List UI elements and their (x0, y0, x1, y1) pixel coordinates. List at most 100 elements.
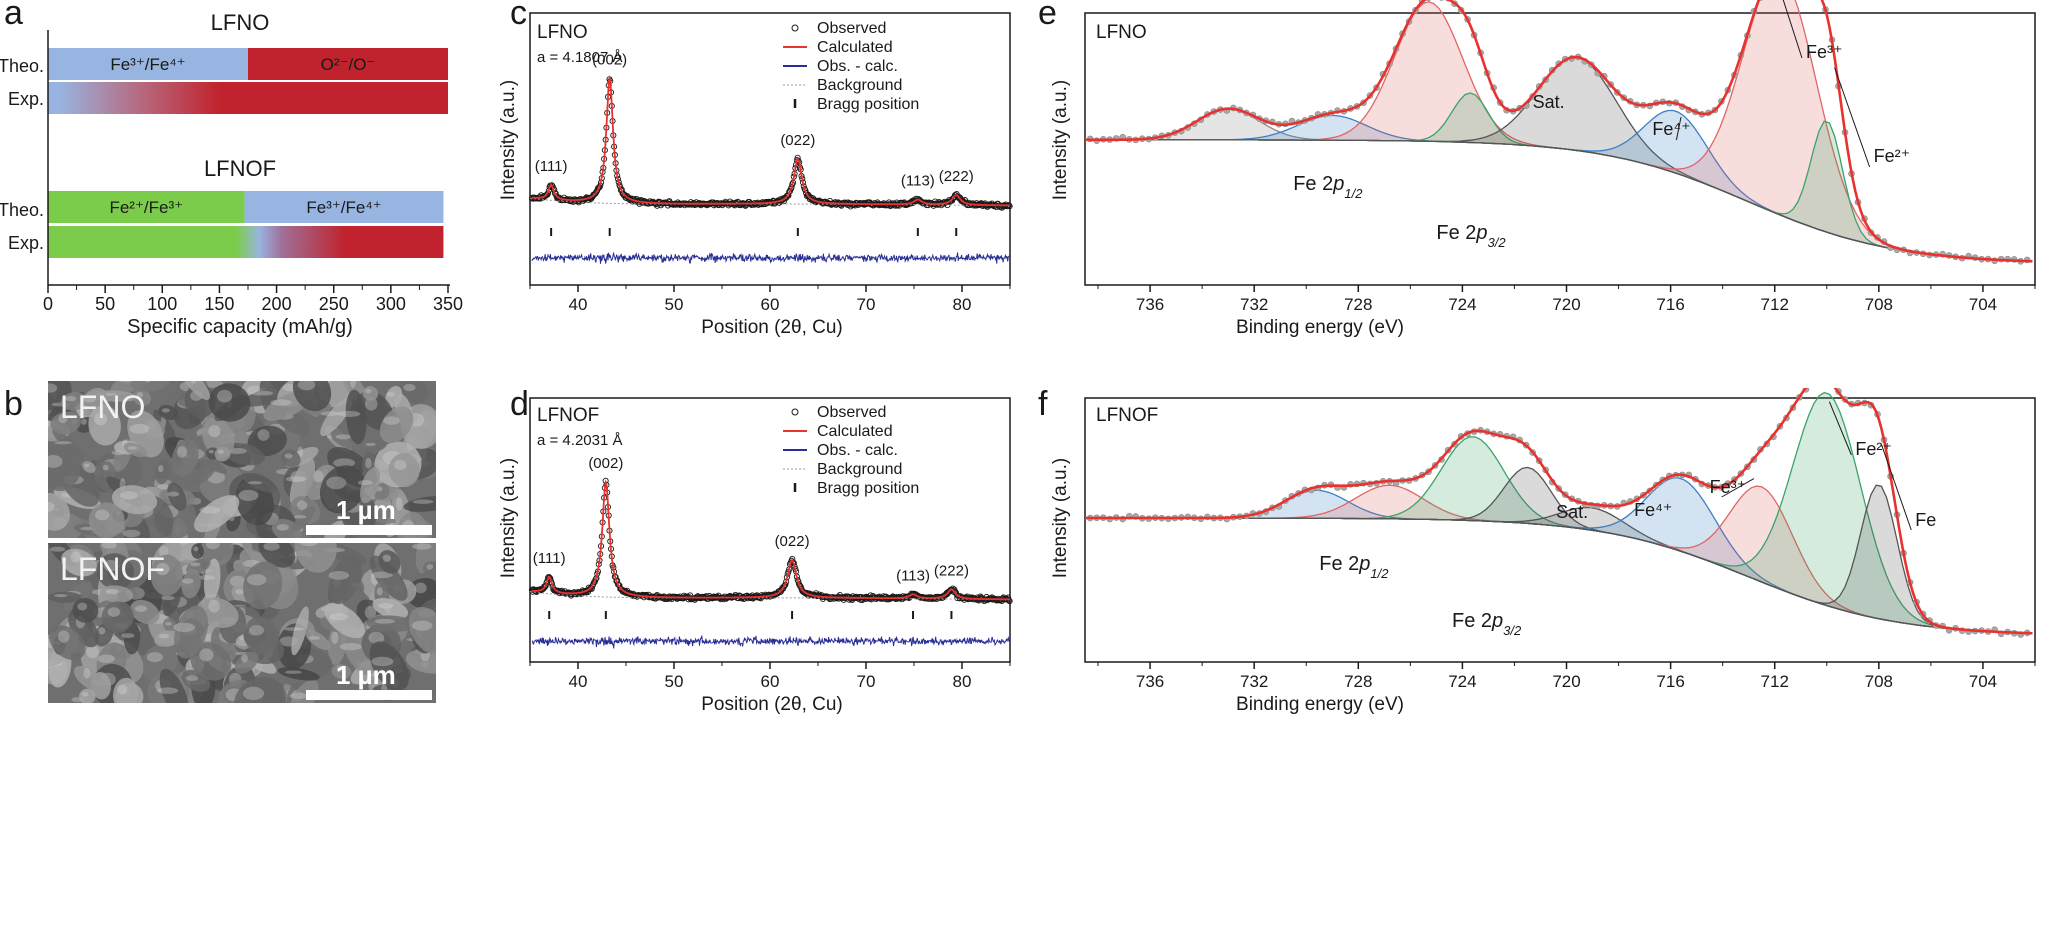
panel-f-xps-chart: Intensity (a.u.) Binding energy (eV) LFN… (1050, 388, 2036, 715)
panel-d-lattice: a = 4.2031 Å (537, 432, 623, 449)
sem-particle (174, 605, 209, 659)
panel-a-capacity-chart: LFNO Theo. Exp. LFNOF Theo. Exp. Fe³⁺/Fe… (0, 10, 463, 338)
panel-a-tick-label-200: 200 (262, 294, 292, 314)
sem-particle-highlight (157, 484, 170, 490)
xps-tick-label-724: 724 (1448, 295, 1476, 314)
sem-particle-highlight (94, 412, 108, 426)
xrd-tick-label-70: 70 (857, 295, 876, 314)
sem-particle-highlight (414, 582, 427, 594)
sem-particle (110, 381, 152, 395)
sem-particle-highlight (229, 575, 246, 587)
panel-c-xlabel: Position (2θ, Cu) (701, 317, 843, 338)
sem-particle-highlight (134, 605, 148, 612)
sem-particle-highlight (365, 442, 376, 447)
sem-particle (330, 428, 366, 451)
sem-particle (305, 629, 331, 651)
scale-bar-lfnof (306, 690, 432, 700)
sem-particle-highlight (289, 692, 308, 700)
sem-particle-highlight (48, 383, 58, 393)
sem-particle-highlight (246, 573, 267, 586)
sem-particle (155, 460, 170, 485)
theo-segment-lfnof-1 (244, 191, 444, 223)
xps-tick-label-720: 720 (1552, 672, 1580, 691)
sem-particle (154, 630, 181, 647)
sem-particle-highlight (156, 562, 170, 576)
exp-bar-lfno (48, 82, 448, 114)
sem-particle-highlight (118, 381, 134, 383)
sem-label-lfnof: LFNOF (60, 551, 165, 587)
panel-c-xrd-chart: Intensity (a.u.) Position (2θ, Cu) LFNO … (498, 12, 1013, 338)
xrd-tick-label-70: 70 (857, 672, 876, 691)
annotation-sat: Sat. (1556, 502, 1588, 522)
theo-segment-label-lfnof-0: Fe²⁺/Fe³⁺ (109, 198, 183, 217)
component-fill-7 (1085, 392, 2033, 634)
panel-a-tick-label-100: 100 (147, 294, 177, 314)
sem-particle-highlight (189, 562, 201, 567)
sem-particle-highlight (276, 524, 290, 531)
sem-particle-highlight (208, 424, 221, 438)
sem-particle (422, 561, 436, 579)
sem-particle (214, 446, 231, 462)
sem-particle-highlight (284, 453, 293, 459)
xps-tick-label-708: 708 (1865, 295, 1893, 314)
sem-particle-highlight (339, 642, 362, 651)
sem-particle (82, 461, 96, 473)
legend-label-diff: Obs. - calc. (817, 442, 898, 459)
sem-particle-highlight (349, 381, 357, 388)
sem-particle-highlight (383, 416, 400, 425)
hkl-label-111: (111) (533, 550, 566, 567)
legend-marker-observed (791, 24, 799, 32)
panel-a-tick-label-300: 300 (376, 294, 406, 314)
sem-particle (48, 591, 82, 603)
sem-particle (181, 569, 201, 599)
sem-particle-highlight (365, 388, 372, 394)
sem-particle-highlight (95, 509, 110, 521)
sem-particle-highlight (248, 481, 263, 485)
sem-particle-highlight (364, 605, 377, 620)
sem-particle (408, 606, 436, 655)
sem-particle (258, 543, 296, 568)
sem-particle-highlight (371, 656, 394, 667)
sem-particle (88, 502, 125, 538)
sem-particle (48, 444, 81, 492)
legend-label-bragg: Bragg position (817, 96, 919, 113)
sem-particle-highlight (248, 625, 265, 636)
xrd-tick-label-60: 60 (761, 672, 780, 691)
sem-particle-highlight (83, 668, 91, 679)
sem-particle (331, 664, 352, 679)
sem-particle-highlight (105, 588, 119, 595)
xps-tick-label-724: 724 (1448, 672, 1476, 691)
xrd-tick-label-40: 40 (569, 295, 588, 314)
xps-plot-frame (1084, 397, 2036, 663)
sem-particle (153, 409, 177, 447)
theo-segment-lfno-0 (48, 48, 248, 80)
sem-particle-highlight (70, 551, 81, 563)
sem-particle (234, 677, 286, 703)
legend-label-calculated: Calculated (817, 39, 893, 56)
sem-particle (61, 548, 97, 577)
sem-particle-highlight (238, 489, 259, 501)
background-curve (529, 197, 1010, 206)
sem-particle-highlight (145, 381, 151, 383)
sem-particle-highlight (216, 389, 233, 403)
sem-particle (163, 618, 178, 634)
sem-particle (403, 496, 436, 512)
sem-particle (360, 467, 381, 504)
sem-particle-highlight (97, 654, 115, 664)
sem-particle-highlight (328, 571, 350, 580)
sem-particle (289, 679, 319, 703)
sem-particle-highlight (320, 411, 341, 416)
panel-e-xlabel: Binding energy (eV) (1236, 317, 1404, 338)
sem-particle-highlight (284, 670, 302, 674)
difference-curve (531, 251, 1010, 264)
sem-particle (289, 457, 316, 507)
hkl-label-222: (222) (939, 168, 974, 185)
sem-particle-highlight (193, 546, 199, 552)
xps-envelope-curve (1085, 0, 2033, 263)
legend-label-background: Background (817, 77, 902, 94)
sem-particle-highlight (48, 501, 55, 512)
panel-d-sample: LFNOF (537, 405, 599, 426)
sem-particle-highlight (338, 410, 361, 417)
xps-tick-label-704: 704 (1969, 672, 1997, 691)
sem-particle-highlight (156, 687, 179, 694)
